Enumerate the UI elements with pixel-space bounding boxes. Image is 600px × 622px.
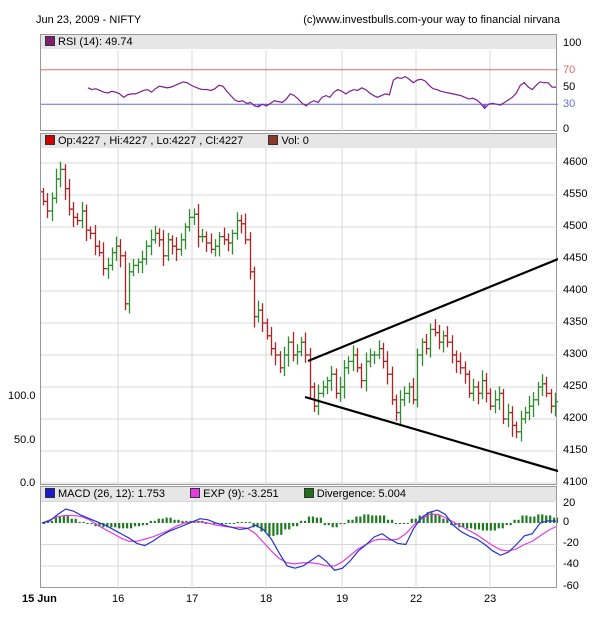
macd-axis-neg20: -20	[563, 537, 579, 549]
macd-legend-label: MACD (26, 12): 1.753	[58, 488, 165, 500]
price-axis-4550: 4550	[563, 188, 588, 200]
price-axis-4300: 4300	[563, 348, 588, 360]
price-axis-4200: 4200	[563, 412, 588, 424]
x-label-23: 23	[484, 593, 497, 605]
divergence-swatch-icon	[303, 488, 314, 498]
ohlc-swatch-icon	[45, 135, 55, 145]
copyright-text: (c)www.investbulls.com-your way to finan…	[303, 14, 560, 26]
price-axis-4600: 4600	[563, 156, 588, 168]
price-axis-4350: 4350	[563, 316, 588, 328]
rsi-axis-50: 50	[563, 81, 576, 93]
rsi-legend: RSI (14): 49.74	[41, 35, 556, 49]
price-axis-4150: 4150	[563, 444, 588, 456]
divergence-legend-label: Divergence: 5.004	[316, 488, 407, 500]
volume-axis-0: 0.0	[20, 477, 36, 489]
exp-swatch-icon	[190, 488, 201, 498]
macd-plot	[41, 501, 558, 589]
macd-legend: MACD (26, 12): 1.753 EXP (9): -3.251 Div…	[41, 487, 556, 502]
x-label-15jun: 15 Jun	[22, 593, 57, 605]
macd-axis-0: 0	[563, 516, 570, 528]
price-axis-4450: 4450	[563, 252, 588, 264]
volume-axis-50: 50.0	[14, 434, 36, 446]
price-axis-4100: 4100	[563, 476, 588, 488]
price-axis-4250: 4250	[563, 380, 588, 392]
volume-axis-100: 100.0	[8, 390, 36, 402]
ohlc-legend-label: Op:4227 , Hi:4227 , Lo:4227 , Cl:4227	[58, 135, 244, 147]
x-label-17: 17	[186, 593, 199, 605]
macd-axis-20: 20	[563, 497, 576, 509]
rsi-axis-70: 70	[563, 64, 576, 76]
rsi-swatch-icon	[45, 36, 55, 46]
rsi-axis-0: 0	[563, 123, 570, 135]
volume-swatch-icon	[268, 135, 279, 145]
price-axis-4400: 4400	[563, 284, 588, 296]
x-label-16: 16	[112, 593, 125, 605]
x-label-22: 22	[410, 593, 423, 605]
x-label-19: 19	[336, 593, 349, 605]
rsi-axis-100: 100	[563, 37, 582, 49]
rsi-plot	[41, 50, 558, 132]
volume-legend-label: Vol: 0	[281, 135, 309, 147]
price-plot	[41, 148, 558, 486]
macd-axis-neg40: -40	[563, 558, 579, 570]
rsi-panel: RSI (14): 49.74	[40, 34, 558, 132]
exp-legend-label: EXP (9): -3.251	[203, 488, 279, 500]
price-panel: Op:4227 , Hi:4227 , Lo:4227 , Cl:4227 Vo…	[40, 133, 558, 486]
macd-axis-neg60: -60	[563, 580, 579, 592]
macd-panel: MACD (26, 12): 1.753 EXP (9): -3.251 Div…	[40, 486, 558, 589]
price-axis-4500: 4500	[563, 220, 588, 232]
price-legend: Op:4227 , Hi:4227 , Lo:4227 , Cl:4227 Vo…	[41, 134, 556, 148]
x-label-18: 18	[260, 593, 273, 605]
rsi-axis-30: 30	[563, 98, 576, 110]
macd-swatch-icon	[45, 488, 55, 498]
rsi-legend-label: RSI (14): 49.74	[58, 36, 133, 48]
chart-date-symbol: Jun 23, 2009 - NIFTY	[36, 14, 142, 26]
